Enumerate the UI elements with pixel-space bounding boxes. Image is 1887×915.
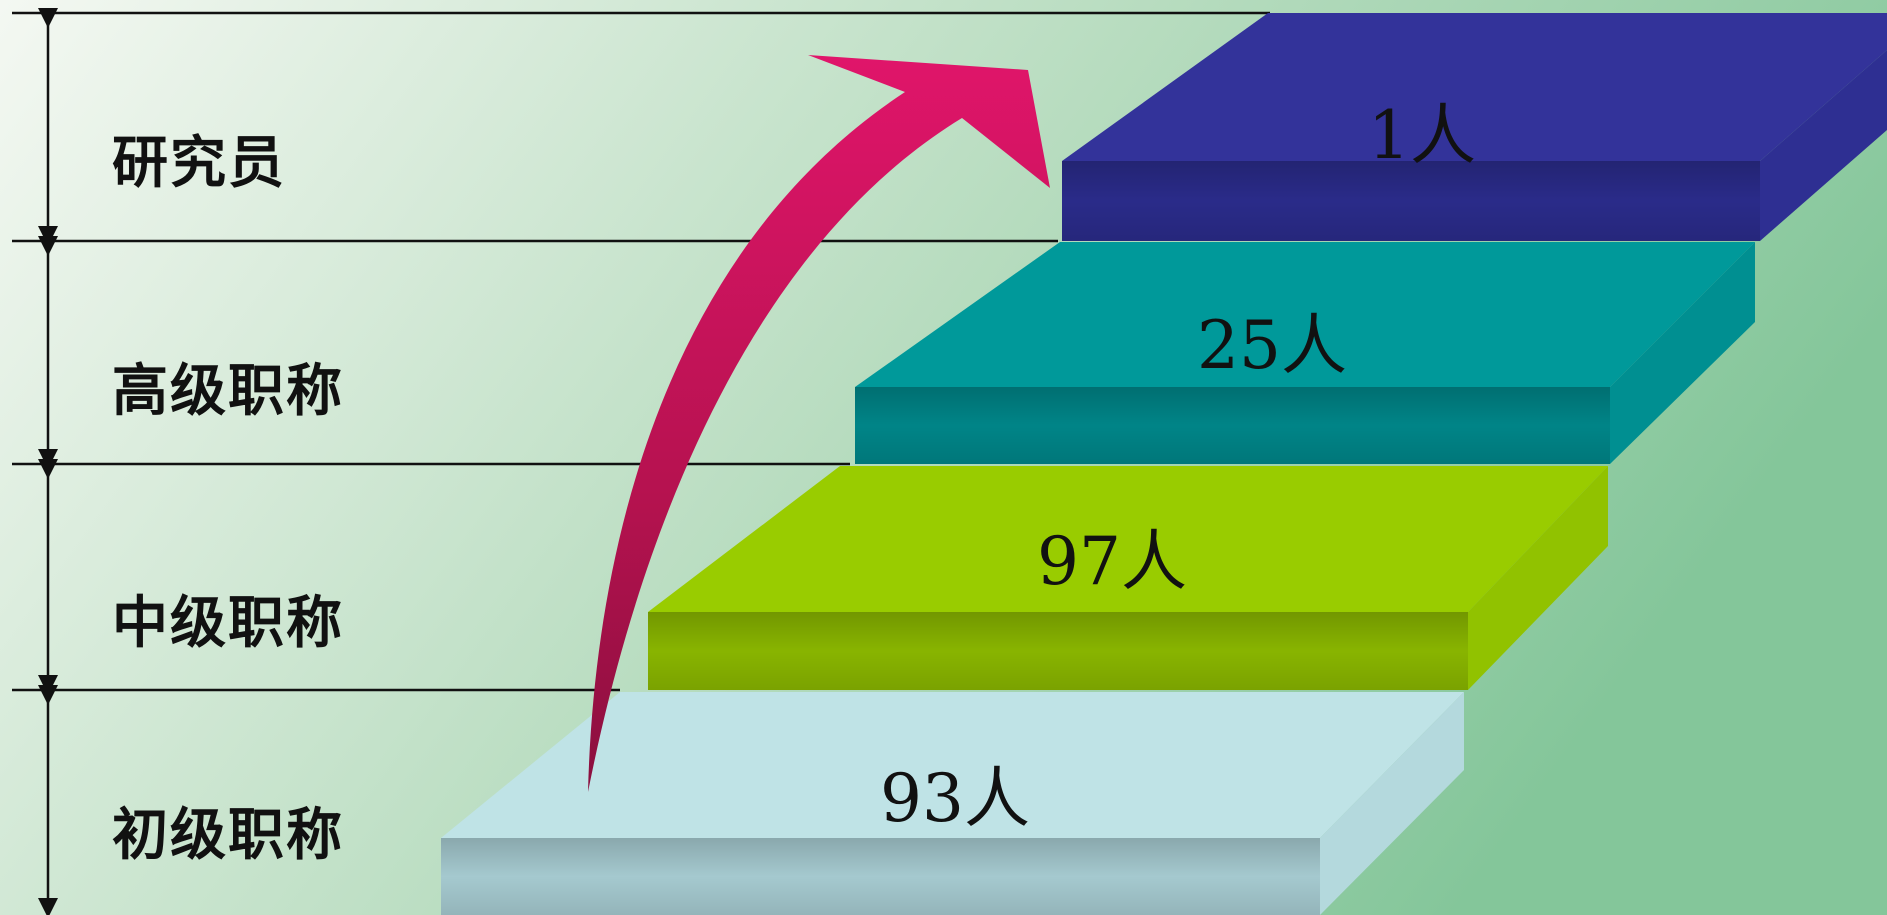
step-intermediate <box>648 466 1608 690</box>
level-label-researcher: 研究员 <box>112 130 286 196</box>
level-label-junior: 初级职称 <box>112 802 344 868</box>
count-intermediate: 97人 <box>1037 523 1187 600</box>
level-label-senior: 高级职称 <box>112 358 344 424</box>
step-junior <box>441 692 1464 915</box>
rising-arrow <box>588 55 1050 792</box>
step-senior <box>855 242 1755 464</box>
count-senior: 25人 <box>1197 307 1347 384</box>
count-junior: 93人 <box>880 760 1030 837</box>
step-researcher <box>1062 13 1887 241</box>
level-label-intermediate: 中级职称 <box>112 590 344 656</box>
count-researcher: 1人 <box>1368 97 1476 174</box>
